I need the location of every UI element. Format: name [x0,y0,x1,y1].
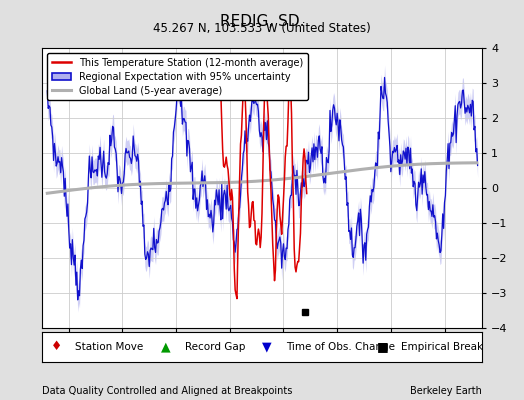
Text: REDIG, SD.: REDIG, SD. [220,14,304,29]
Text: Time of Obs. Change: Time of Obs. Change [286,342,395,352]
Text: 45.267 N, 103.533 W (United States): 45.267 N, 103.533 W (United States) [153,22,371,35]
Text: ▼: ▼ [262,340,271,354]
Text: Empirical Break: Empirical Break [401,342,483,352]
Text: Record Gap: Record Gap [185,342,245,352]
Text: ▲: ▲ [161,340,170,354]
Text: Berkeley Earth: Berkeley Earth [410,386,482,396]
Legend: This Temperature Station (12-month average), Regional Expectation with 95% uncer: This Temperature Station (12-month avera… [47,53,308,100]
Text: ♦: ♦ [51,340,62,354]
Text: Station Move: Station Move [75,342,143,352]
Text: ■: ■ [376,340,388,354]
Text: Data Quality Controlled and Aligned at Breakpoints: Data Quality Controlled and Aligned at B… [42,386,292,396]
